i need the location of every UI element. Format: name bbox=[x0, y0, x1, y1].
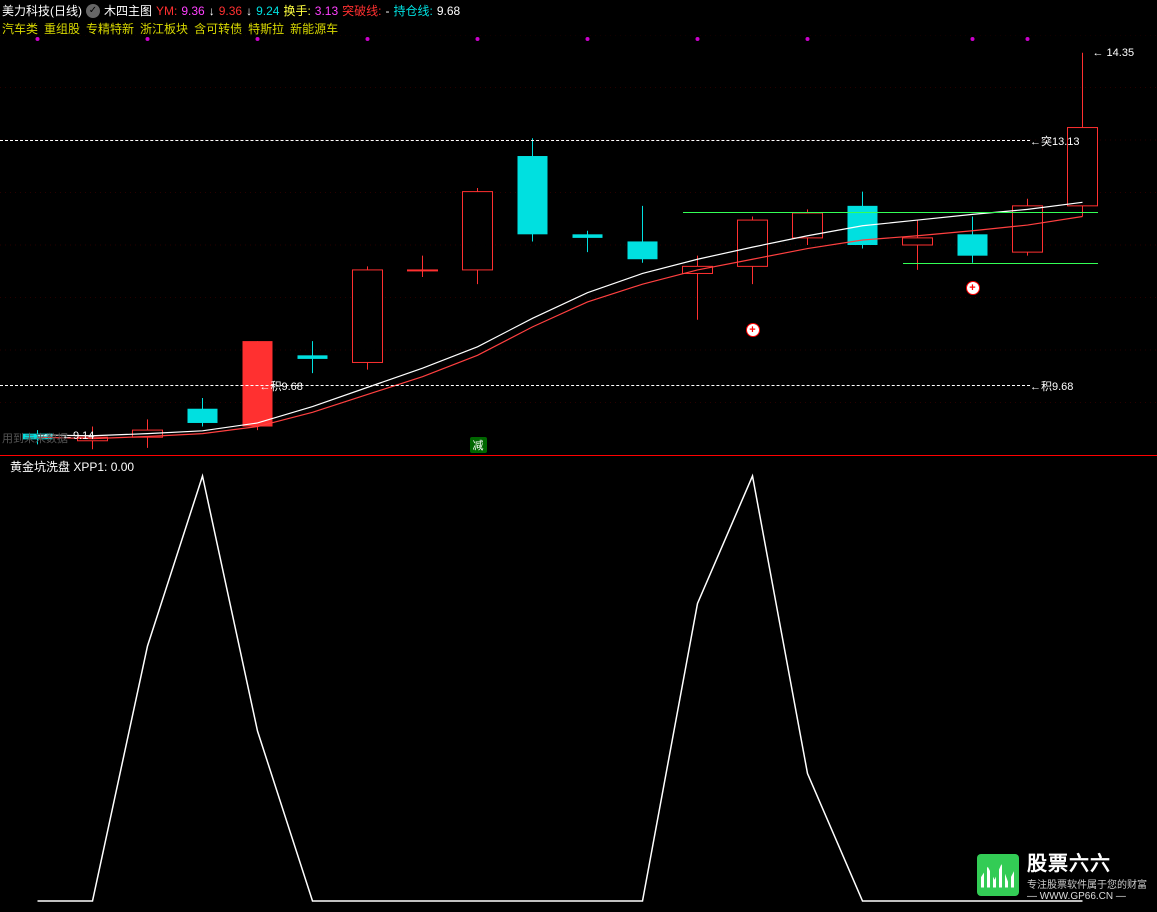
indicator-title: 黄金坑洗盘 XPP1: 0.00 bbox=[10, 458, 134, 475]
reduce-marker: 减 bbox=[470, 437, 487, 453]
hold-label: 持仓线: bbox=[393, 2, 432, 19]
watermark-logo-icon bbox=[977, 854, 1019, 896]
breakout-value: - bbox=[385, 4, 389, 18]
accumulation-label: ←积9.68 bbox=[260, 378, 303, 394]
support-line bbox=[903, 263, 1098, 264]
price-level-label: ←积9.68 bbox=[1030, 378, 1073, 394]
watermark-link: — WWW.GP66.CN — bbox=[1027, 891, 1147, 902]
stock-name: 美力科技(日线) bbox=[2, 2, 82, 19]
ym-val-2: 9.24 bbox=[256, 4, 279, 18]
price-level-label: ←突13.13 bbox=[1030, 133, 1080, 149]
hold-value: 9.68 bbox=[437, 4, 460, 18]
ym-val-0: 9.36 bbox=[181, 4, 204, 18]
indicator-chart[interactable]: 黄金坑洗盘 XPP1: 0.00 bbox=[0, 455, 1157, 910]
buy-signal-marker: + bbox=[746, 323, 760, 337]
indicator-svg bbox=[0, 456, 1157, 911]
watermark-text: 股票六六 专注股票软件属于您的财富 — WWW.GP66.CN — bbox=[1027, 847, 1147, 902]
low-price-label: ←9.14 bbox=[62, 430, 94, 442]
hand-value: 3.13 bbox=[315, 4, 338, 18]
watermark-title: 股票六六 bbox=[1027, 847, 1147, 876]
hand-label: 换手: bbox=[283, 2, 310, 19]
ym-label: YM: bbox=[156, 4, 177, 18]
support-line bbox=[683, 212, 1098, 213]
watermark-subtitle: 专注股票软件属于您的财富 bbox=[1027, 876, 1147, 891]
header-info-row: 美力科技(日线) ✓ 木四主图 YM: 9.36 ↓ 9.36 ↓ 9.24 换… bbox=[2, 2, 460, 19]
high-price-label: ← 14.35 bbox=[1093, 47, 1135, 59]
chart-root: 美力科技(日线) ✓ 木四主图 YM: 9.36 ↓ 9.36 ↓ 9.24 换… bbox=[0, 0, 1157, 912]
candlestick-chart[interactable]: ←突13.13 ←积9.68 ←积9.68 + + ← 14.35 减 用到未来数据←9.14 bbox=[0, 35, 1157, 455]
breakout-label: 突破线: bbox=[342, 2, 381, 19]
candlestick-svg bbox=[0, 35, 1157, 455]
ym-val-1: 9.36 bbox=[219, 4, 242, 18]
buy-signal-marker: + bbox=[966, 281, 980, 295]
price-level-line bbox=[0, 140, 1030, 141]
price-level-line bbox=[0, 385, 1030, 386]
info-badge-icon[interactable]: ✓ bbox=[86, 4, 100, 18]
main-chart-name: 木四主图 bbox=[104, 2, 152, 19]
future-data-note: 用到未来数据 bbox=[2, 430, 68, 446]
watermark: 股票六六 专注股票软件属于您的财富 — WWW.GP66.CN — bbox=[977, 847, 1147, 902]
